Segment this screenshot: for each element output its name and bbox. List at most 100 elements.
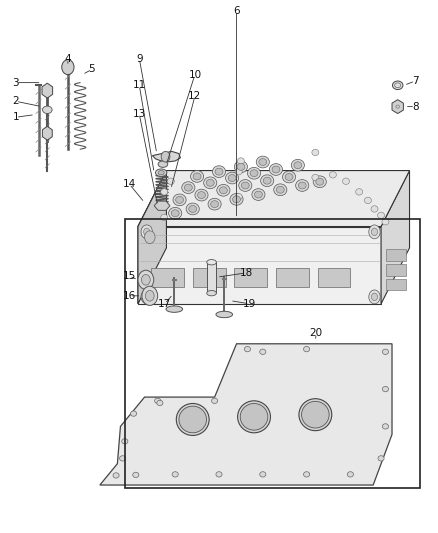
Circle shape: [138, 270, 154, 289]
Text: 3: 3: [12, 78, 19, 87]
Ellipse shape: [120, 456, 126, 461]
Bar: [234, 268, 267, 287]
Ellipse shape: [226, 172, 239, 184]
Ellipse shape: [216, 311, 233, 318]
Text: 4: 4: [64, 54, 71, 63]
Ellipse shape: [193, 173, 201, 180]
Ellipse shape: [296, 180, 309, 191]
Polygon shape: [138, 171, 410, 227]
Circle shape: [144, 228, 150, 236]
Ellipse shape: [347, 472, 353, 477]
Ellipse shape: [212, 398, 218, 403]
Ellipse shape: [254, 191, 262, 198]
Ellipse shape: [312, 174, 319, 181]
Ellipse shape: [212, 166, 226, 177]
Ellipse shape: [207, 290, 216, 296]
Ellipse shape: [113, 473, 119, 478]
Ellipse shape: [157, 400, 163, 406]
Text: 13: 13: [133, 109, 146, 119]
Bar: [386, 279, 406, 290]
Ellipse shape: [215, 168, 223, 175]
Circle shape: [161, 151, 170, 162]
Ellipse shape: [235, 168, 242, 175]
Ellipse shape: [283, 171, 296, 183]
Circle shape: [142, 286, 158, 305]
Bar: [151, 268, 184, 287]
Circle shape: [369, 290, 380, 304]
Ellipse shape: [343, 178, 350, 184]
Ellipse shape: [304, 346, 310, 352]
Ellipse shape: [167, 178, 174, 184]
Ellipse shape: [191, 171, 204, 182]
Ellipse shape: [260, 349, 266, 354]
Ellipse shape: [206, 179, 214, 186]
Ellipse shape: [250, 169, 258, 176]
Ellipse shape: [356, 189, 363, 195]
Ellipse shape: [291, 159, 304, 171]
Ellipse shape: [158, 161, 168, 167]
Ellipse shape: [329, 172, 336, 178]
Ellipse shape: [186, 203, 199, 215]
Text: 5: 5: [88, 64, 95, 74]
Polygon shape: [152, 151, 180, 162]
Ellipse shape: [234, 161, 247, 173]
Circle shape: [145, 290, 154, 301]
Ellipse shape: [364, 197, 371, 204]
Polygon shape: [42, 126, 52, 140]
Ellipse shape: [204, 177, 217, 189]
Ellipse shape: [235, 193, 242, 200]
Ellipse shape: [382, 219, 389, 225]
Ellipse shape: [131, 411, 137, 416]
Ellipse shape: [195, 189, 208, 201]
Text: 7: 7: [412, 76, 419, 86]
Bar: [276, 268, 309, 287]
Ellipse shape: [219, 187, 227, 193]
Ellipse shape: [198, 191, 205, 199]
Circle shape: [141, 290, 152, 304]
Polygon shape: [100, 344, 392, 485]
Ellipse shape: [274, 184, 287, 196]
Text: 1: 1: [12, 112, 19, 122]
Ellipse shape: [237, 163, 245, 170]
Ellipse shape: [237, 401, 270, 433]
Ellipse shape: [155, 398, 161, 403]
Text: 15: 15: [123, 271, 136, 281]
Bar: [193, 268, 226, 287]
Polygon shape: [138, 171, 166, 304]
Ellipse shape: [161, 189, 168, 195]
Ellipse shape: [261, 175, 274, 187]
Ellipse shape: [313, 176, 326, 188]
Ellipse shape: [184, 184, 192, 191]
Ellipse shape: [207, 260, 216, 265]
Polygon shape: [138, 171, 166, 304]
Polygon shape: [392, 100, 403, 114]
Ellipse shape: [161, 214, 168, 221]
Ellipse shape: [237, 158, 244, 164]
Text: 11: 11: [133, 80, 146, 90]
Ellipse shape: [294, 162, 302, 168]
Bar: [125, 219, 420, 488]
Circle shape: [371, 293, 378, 301]
Text: 20: 20: [310, 328, 323, 338]
Ellipse shape: [276, 187, 284, 193]
Text: 8: 8: [412, 102, 419, 111]
Circle shape: [145, 288, 155, 301]
Text: 14: 14: [123, 179, 136, 189]
Ellipse shape: [179, 406, 207, 433]
Circle shape: [369, 225, 380, 239]
Polygon shape: [42, 83, 53, 98]
Text: 19: 19: [243, 299, 256, 309]
Ellipse shape: [285, 173, 293, 180]
Ellipse shape: [371, 206, 378, 212]
Ellipse shape: [378, 212, 385, 219]
Ellipse shape: [217, 184, 230, 196]
Bar: [386, 264, 406, 276]
Bar: [318, 268, 350, 287]
Ellipse shape: [228, 175, 236, 181]
Ellipse shape: [260, 472, 266, 477]
Polygon shape: [138, 227, 381, 304]
Ellipse shape: [158, 171, 164, 175]
Ellipse shape: [122, 439, 128, 444]
Text: 10: 10: [188, 70, 201, 79]
Ellipse shape: [208, 198, 221, 210]
